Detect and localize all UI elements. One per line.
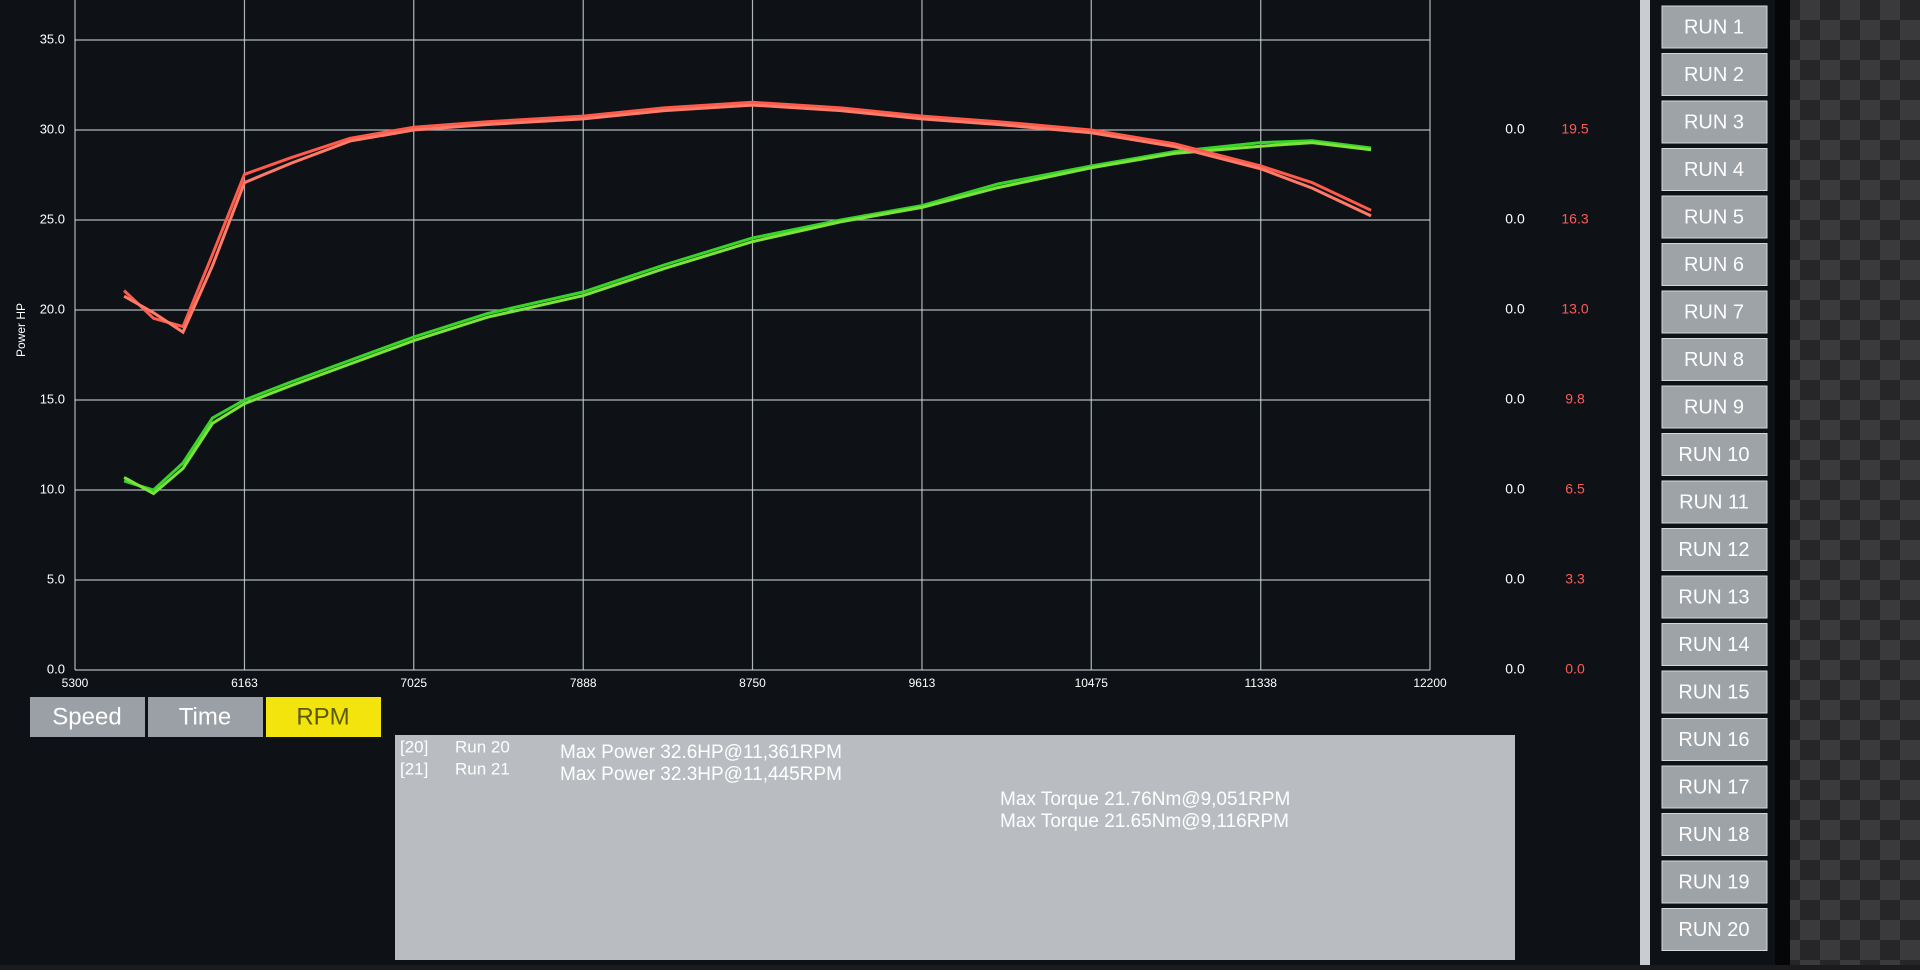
x-tick-label: 7888 bbox=[570, 676, 597, 690]
max-power: Max Power 32.6HP@11,361RPM bbox=[560, 742, 842, 763]
run-button[interactable] bbox=[1661, 290, 1768, 334]
readout: 0.0 bbox=[1505, 571, 1525, 587]
run-button[interactable] bbox=[1661, 528, 1768, 571]
run-button-label[interactable]: RUN 15 bbox=[1678, 681, 1749, 703]
run-button-label[interactable]: RUN 6 bbox=[1684, 254, 1744, 276]
y2-tick-label: 0.0 bbox=[1565, 661, 1585, 677]
info-panel bbox=[395, 735, 1515, 960]
run-button[interactable] bbox=[1661, 195, 1768, 239]
run-button[interactable] bbox=[1661, 243, 1768, 286]
x-tick-label: 9613 bbox=[909, 676, 936, 690]
y2-tick-label: 3.3 bbox=[1565, 571, 1585, 587]
run-name: Run 21 bbox=[455, 759, 510, 778]
y-tick-label: 30.0 bbox=[40, 121, 65, 136]
readout: 0.0 bbox=[1505, 301, 1525, 317]
run-button[interactable] bbox=[1661, 480, 1768, 524]
run-button-label[interactable]: RUN 3 bbox=[1684, 111, 1744, 133]
run-button-label[interactable]: RUN 8 bbox=[1684, 349, 1744, 371]
x-tick-label: 8750 bbox=[739, 676, 766, 690]
curve bbox=[123, 139, 1372, 492]
run-button[interactable] bbox=[1661, 338, 1768, 381]
run-button[interactable] bbox=[1661, 860, 1768, 904]
run-button-label[interactable]: RUN 13 bbox=[1678, 586, 1749, 608]
x-tick-label: 6163 bbox=[231, 676, 258, 690]
monitor-bezel bbox=[1775, 0, 1790, 965]
curve bbox=[123, 103, 1372, 335]
run-button-label[interactable]: RUN 17 bbox=[1678, 776, 1749, 798]
x-tick-label: 12200 bbox=[1413, 676, 1447, 690]
run-button[interactable] bbox=[1661, 100, 1768, 144]
run-button-label[interactable]: RUN 10 bbox=[1678, 444, 1749, 466]
y-tick-label: 0.0 bbox=[47, 661, 65, 676]
y2-tick-label: 16.3 bbox=[1561, 211, 1588, 227]
tab[interactable] bbox=[266, 697, 381, 737]
y-tick-label: 25.0 bbox=[40, 211, 65, 226]
y-tick-label: 10.0 bbox=[40, 481, 65, 496]
readout: 0.0 bbox=[1505, 211, 1525, 227]
run-button-label[interactable]: RUN 12 bbox=[1678, 539, 1749, 561]
run-button[interactable] bbox=[1661, 670, 1768, 714]
tab-label[interactable]: RPM bbox=[296, 703, 349, 730]
tab-label[interactable]: Speed bbox=[52, 703, 121, 730]
y-tick-label: 5.0 bbox=[47, 571, 65, 586]
run-id: [20] bbox=[400, 737, 428, 756]
readout: 0.0 bbox=[1505, 391, 1525, 407]
run-button[interactable] bbox=[1661, 623, 1768, 666]
run-button-label[interactable]: RUN 4 bbox=[1684, 159, 1744, 181]
tab-label[interactable]: Time bbox=[179, 703, 231, 730]
run-button-label[interactable]: RUN 14 bbox=[1678, 634, 1749, 656]
x-tick-label: 5300 bbox=[62, 676, 89, 690]
x-tick-label: 7025 bbox=[400, 676, 427, 690]
run-button-label[interactable]: RUN 2 bbox=[1684, 64, 1744, 86]
y2-tick-label: 13.0 bbox=[1561, 301, 1588, 317]
run-name: Run 20 bbox=[455, 737, 510, 756]
run-button-label[interactable]: RUN 7 bbox=[1684, 301, 1744, 323]
y-tick-label: 35.0 bbox=[40, 31, 65, 46]
run-button[interactable] bbox=[1661, 765, 1768, 809]
max-torque: Max Torque 21.76Nm@9,051RPM bbox=[1000, 789, 1290, 810]
run-button-label[interactable]: RUN 1 bbox=[1684, 16, 1744, 38]
run-button-label[interactable]: RUN 20 bbox=[1678, 919, 1749, 941]
x-tick-label: 10475 bbox=[1075, 676, 1109, 690]
tab[interactable] bbox=[30, 697, 145, 737]
curve bbox=[123, 141, 1372, 496]
y-tick-label: 20.0 bbox=[40, 301, 65, 316]
run-button[interactable] bbox=[1661, 148, 1768, 191]
run-button[interactable] bbox=[1661, 385, 1768, 429]
run-button-label[interactable]: RUN 16 bbox=[1678, 729, 1749, 751]
y-tick-label: 15.0 bbox=[40, 391, 65, 406]
run-id: [21] bbox=[400, 759, 428, 778]
y2-tick-label: 6.5 bbox=[1565, 481, 1585, 497]
run-button[interactable] bbox=[1661, 908, 1768, 951]
background-texture bbox=[1790, 0, 1920, 965]
y2-tick-label: 9.8 bbox=[1565, 391, 1585, 407]
divider bbox=[1640, 0, 1650, 965]
run-button[interactable] bbox=[1661, 575, 1768, 619]
readout: 0.0 bbox=[1505, 661, 1525, 677]
max-torque: Max Torque 21.65Nm@9,116RPM bbox=[1000, 811, 1289, 832]
run-button[interactable] bbox=[1661, 813, 1768, 856]
run-button[interactable] bbox=[1661, 433, 1768, 476]
tab[interactable] bbox=[148, 697, 263, 737]
x-tick-label: 11338 bbox=[1244, 676, 1277, 690]
run-button-label[interactable]: RUN 5 bbox=[1684, 206, 1744, 228]
curve bbox=[123, 100, 1372, 329]
run-button[interactable] bbox=[1661, 5, 1768, 49]
run-button-label[interactable]: RUN 11 bbox=[1679, 491, 1749, 513]
readout: 0.0 bbox=[1505, 121, 1525, 137]
run-button[interactable] bbox=[1661, 718, 1768, 761]
run-button[interactable] bbox=[1661, 53, 1768, 96]
max-power: Max Power 32.3HP@11,445RPM bbox=[560, 764, 842, 785]
run-button-label[interactable]: RUN 18 bbox=[1678, 824, 1749, 846]
y-axis-label: Power HP bbox=[14, 303, 28, 357]
run-button-label[interactable]: RUN 9 bbox=[1684, 396, 1744, 418]
run-button-label[interactable]: RUN 19 bbox=[1678, 871, 1749, 893]
y2-tick-label: 19.5 bbox=[1561, 121, 1588, 137]
readout: 0.0 bbox=[1505, 481, 1525, 497]
